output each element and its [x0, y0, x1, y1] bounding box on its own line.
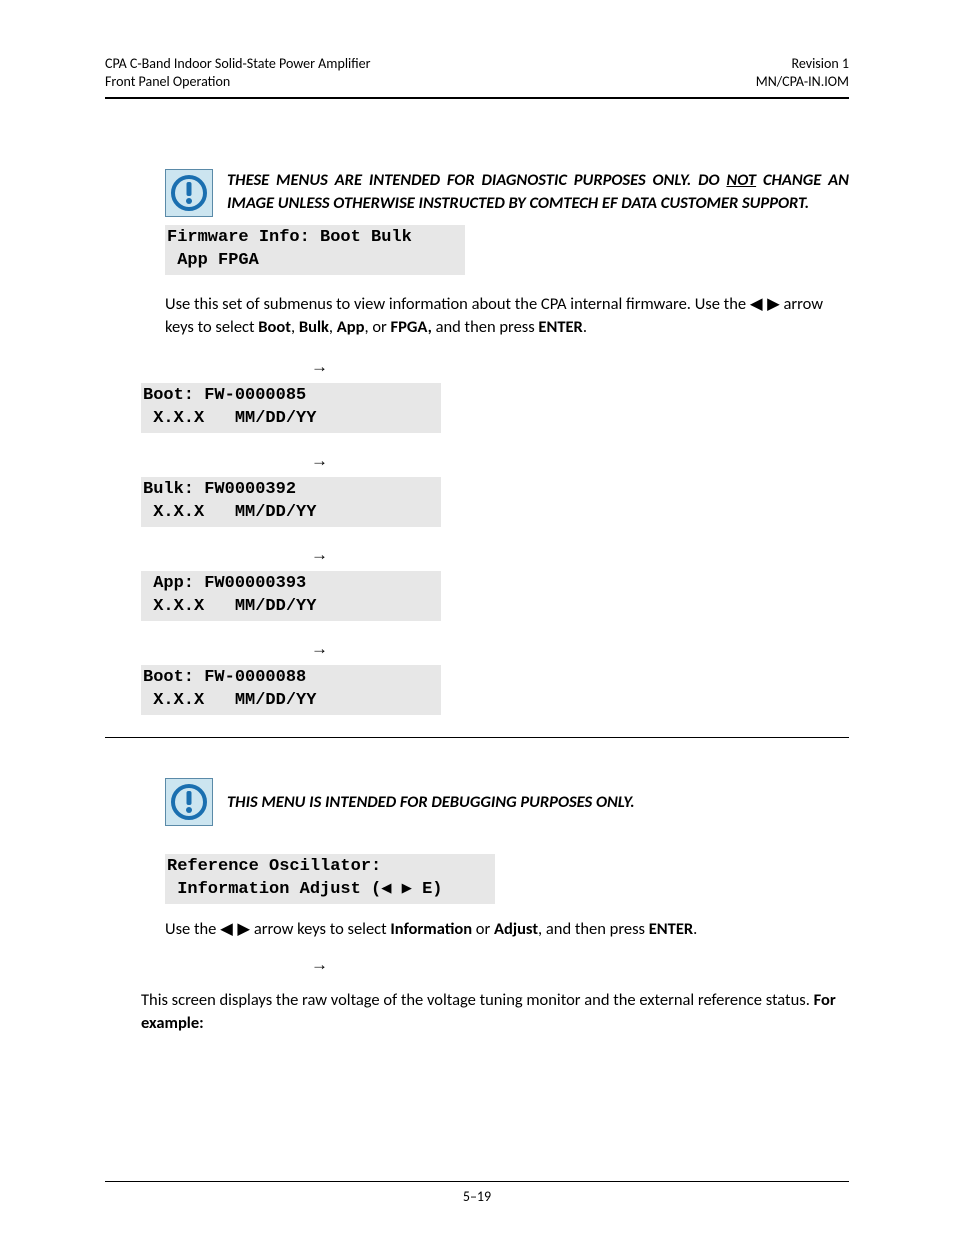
p2e: . — [693, 919, 697, 939]
p1f: and then press — [432, 317, 539, 337]
para-raw-voltage: This screen displays the raw voltage of … — [141, 989, 849, 1035]
page-header: CPA C-Band Indoor Solid-State Power Ampl… — [105, 55, 849, 99]
right-arrow-icon: → — [311, 955, 849, 975]
p1-bulk: Bulk — [299, 317, 329, 337]
p1a: Use this set of submenus to view informa… — [165, 294, 750, 314]
right-arrow-icon: → — [311, 451, 849, 471]
p2a: Use the — [165, 919, 220, 939]
right-arrow-icon: → — [311, 357, 849, 377]
para-ref-use: Use the ◀ ▶ arrow keys to select Informa… — [165, 918, 849, 941]
p2c: or — [472, 919, 494, 939]
p2-info: Information — [390, 919, 472, 939]
notice1-pre: THESE MENUS ARE INTENDED FOR DIAGNOSTIC … — [227, 170, 726, 190]
p1c: , — [291, 317, 299, 337]
arrow-keys-icon: ◀ ▶ — [220, 920, 250, 938]
notice-diagnostic: THESE MENUS ARE INTENDED FOR DIAGNOSTIC … — [165, 169, 849, 217]
lcd-reference-oscillator: Reference Oscillator: Information Adjust… — [165, 854, 495, 904]
p1d: , — [329, 317, 337, 337]
p2d: , and then press — [538, 919, 649, 939]
p1-fpga: FPGA, — [391, 317, 432, 337]
p2b: arrow keys to select — [250, 919, 390, 939]
p3a: This screen displays the raw voltage of … — [141, 990, 814, 1010]
right-arrow-icon: → — [311, 639, 849, 659]
header-left-1: CPA C-Band Indoor Solid-State Power Ampl… — [105, 55, 371, 73]
lcd-app: App: FW00000393 X.X.X MM/DD/YY — [141, 571, 441, 621]
lcd-firmware-info: Firmware Info: Boot Bulk App FPGA — [165, 225, 465, 275]
right-arrow-icon: → — [311, 545, 849, 565]
p1-enter: ENTER — [538, 317, 582, 337]
lcd-boot-2: Boot: FW-0000088 X.X.X MM/DD/YY — [141, 665, 441, 715]
warning-icon — [165, 169, 213, 217]
footer-rule — [105, 1181, 849, 1182]
header-left-2: Front Panel Operation — [105, 73, 371, 91]
notice2-text: THIS MENU IS INTENDED FOR DEBUGGING PURP… — [227, 791, 635, 813]
p1-app: App — [337, 317, 365, 337]
lcd-boot-1: Boot: FW-0000085 X.X.X MM/DD/YY — [141, 383, 441, 433]
page-footer: 5–19 — [0, 1181, 954, 1205]
para-firmware-use: Use this set of submenus to view informa… — [165, 293, 849, 339]
notice1-not: NOT — [726, 170, 756, 190]
header-right-1: Revision 1 — [756, 55, 849, 73]
notice-debugging: THIS MENU IS INTENDED FOR DEBUGGING PURP… — [165, 778, 849, 826]
arrow-keys-icon: ◀ ▶ — [750, 295, 780, 313]
header-right-2: MN/CPA-IN.IOM — [756, 73, 849, 91]
lcd-bulk: Bulk: FW0000392 X.X.X MM/DD/YY — [141, 477, 441, 527]
p1e: , or — [365, 317, 391, 337]
p2-adj: Adjust — [494, 919, 538, 939]
warning-icon — [165, 778, 213, 826]
p1g: . — [583, 317, 587, 337]
p2-enter: ENTER — [649, 919, 693, 939]
p1-boot: Boot — [258, 317, 291, 337]
page-number: 5–19 — [463, 1188, 491, 1205]
submenu-list: → Boot: FW-0000085 X.X.X MM/DD/YY → Bulk… — [141, 357, 849, 715]
